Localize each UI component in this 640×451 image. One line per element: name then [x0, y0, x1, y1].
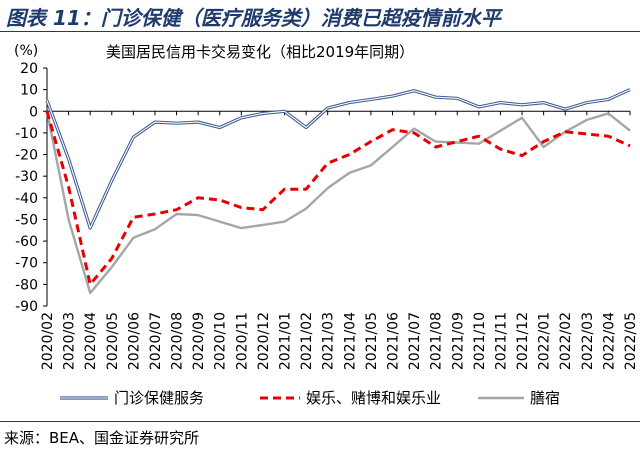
- y-tick-label: 0: [29, 104, 38, 120]
- title-rule: [0, 31, 640, 32]
- x-tick-label: 2022/02: [558, 312, 574, 370]
- source-note: 来源：BEA、国金证券研究所: [4, 429, 200, 447]
- source-rule: [0, 421, 640, 422]
- x-tick-label: 2020/11: [234, 312, 250, 370]
- y-axis-unit-label: (%): [14, 43, 38, 59]
- legend: 门诊保健服务 娱乐、赌博和娱乐业 膳宿: [60, 389, 560, 407]
- x-tick-label: 2020/08: [170, 312, 186, 370]
- series-line-outpatient-outline: [45, 88, 631, 230]
- y-tick-label: -20: [15, 148, 38, 164]
- series-lines: [45, 88, 631, 295]
- y-tick-label: -30: [15, 169, 38, 185]
- chart-subtitle: 美国居民信用卡交易变化（相比2019年同期）: [106, 43, 414, 61]
- x-tick-label: 2021/12: [515, 312, 531, 370]
- x-tick-label: 2020/05: [105, 312, 121, 370]
- series-line-outpatient: [46, 89, 631, 229]
- x-tick-label: 2020/03: [62, 312, 78, 370]
- x-tick-label: 2021/03: [321, 312, 337, 370]
- legend-label: 门诊保健服务: [114, 389, 204, 407]
- x-tick-label: 2022/05: [623, 312, 639, 370]
- x-tick-label: 2020/07: [148, 312, 164, 370]
- x-tick-label: 2020/04: [83, 312, 99, 370]
- y-tick-label: 20: [20, 61, 38, 77]
- figure-title: 图表 11：门诊保健（医疗服务类）消费已超疫情前水平: [6, 6, 501, 30]
- x-tick-label: 2022/03: [580, 312, 596, 370]
- x-tick-label: 2021/02: [299, 312, 315, 370]
- y-tick-label: -50: [15, 212, 38, 228]
- x-tick-label: 2020/02: [40, 312, 56, 370]
- series-line-entertainment: [45, 110, 631, 286]
- y-tick-label: 10: [20, 83, 38, 99]
- x-tick-label: 2021/09: [450, 312, 466, 370]
- x-tick-label: 2021/10: [472, 312, 488, 370]
- x-tick-label: 2021/08: [429, 312, 445, 370]
- x-tick-label: 2021/06: [385, 312, 401, 370]
- y-tick-label: -80: [15, 277, 38, 293]
- y-tick-label: -10: [15, 126, 38, 142]
- y-tick-label: -60: [15, 234, 38, 250]
- x-tick-label: 2021/01: [278, 312, 294, 370]
- x-tick-label: 2022/01: [537, 312, 553, 370]
- y-tick-label: -40: [15, 191, 38, 207]
- x-tick-label: 2020/10: [213, 312, 229, 370]
- y-tick-label: -70: [15, 256, 38, 272]
- x-tick-label: 2020/12: [256, 312, 272, 370]
- x-tick-label: 2021/11: [493, 312, 509, 370]
- x-tick-label: 2021/07: [407, 312, 423, 370]
- series-line-accommodation: [45, 111, 631, 295]
- x-tick-label: 2020/09: [191, 312, 207, 370]
- x-tick-label: 2020/06: [126, 312, 142, 370]
- y-tick-label: -90: [15, 299, 38, 315]
- x-tick-label: 2021/05: [364, 312, 380, 370]
- legend-label: 膳宿: [530, 389, 560, 407]
- x-tick-label: 2021/04: [342, 312, 358, 370]
- legend-label: 娱乐、赌博和娱乐业: [306, 389, 441, 407]
- x-tick-label: 2022/04: [601, 312, 617, 370]
